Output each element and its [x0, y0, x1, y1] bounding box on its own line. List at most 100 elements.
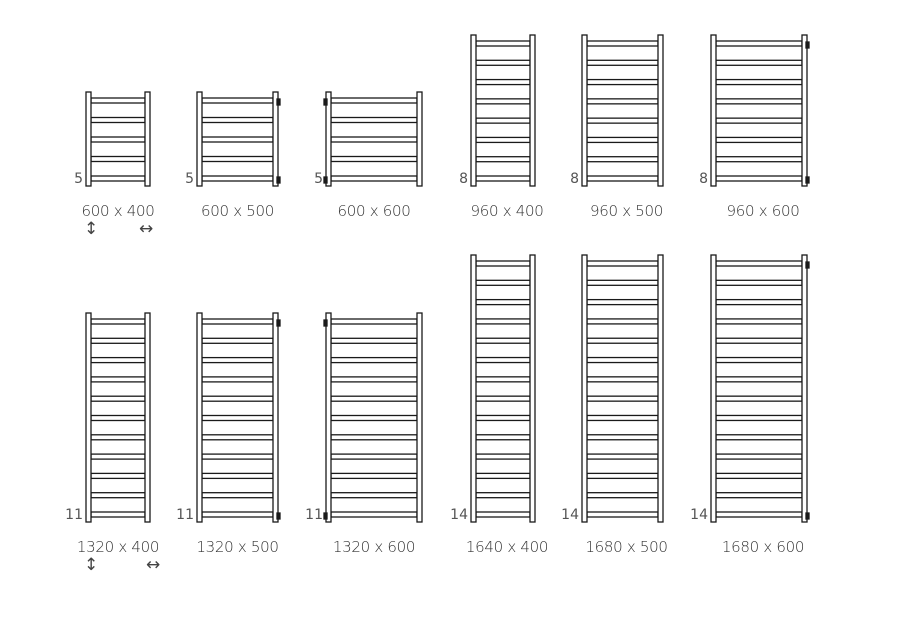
rail [90, 356, 146, 364]
rail [90, 97, 146, 104]
rail [201, 318, 274, 325]
rail [715, 395, 803, 402]
connector-mark [323, 98, 328, 106]
rail [475, 356, 531, 364]
left-post [581, 34, 588, 187]
radiator [470, 254, 536, 523]
rail [201, 472, 274, 480]
rail-count: 8 [699, 171, 708, 187]
rail [475, 40, 531, 47]
connector-mark [276, 512, 281, 520]
rail [586, 318, 659, 325]
size-label: 1320 x 500 [196, 538, 279, 556]
rail [475, 472, 531, 480]
rail [475, 492, 531, 499]
right-post [272, 312, 279, 523]
rail [90, 376, 146, 383]
rail-count: 8 [570, 171, 579, 187]
rail [90, 175, 146, 182]
rail [90, 116, 146, 124]
rail [90, 395, 146, 402]
left-post [470, 254, 477, 523]
rail [90, 155, 146, 163]
left-post [196, 91, 203, 187]
radiator [323, 312, 423, 523]
right-post [144, 91, 151, 187]
right-post [657, 34, 664, 187]
rail [201, 492, 274, 499]
rail [201, 414, 274, 422]
radiator [196, 312, 281, 523]
rail [475, 318, 531, 325]
rail [475, 175, 531, 182]
rail [586, 434, 659, 441]
rail [201, 97, 274, 104]
rail [330, 175, 418, 182]
rail [475, 453, 531, 460]
rail [586, 376, 659, 383]
rail [90, 453, 146, 460]
rail [715, 376, 803, 383]
rail [201, 434, 274, 441]
right-post [529, 254, 536, 523]
rail [330, 434, 418, 441]
connector-mark [323, 512, 328, 520]
rail [586, 414, 659, 422]
height-arrow-icon: ↕ [84, 555, 99, 575]
rail [330, 414, 418, 422]
rail [330, 453, 418, 460]
radiator [196, 91, 281, 187]
rail [330, 155, 418, 163]
rail [330, 337, 418, 344]
rail [330, 492, 418, 499]
rail-count: 11 [176, 507, 194, 523]
right-post [801, 254, 808, 523]
rail-count: 5 [185, 171, 194, 187]
rail [201, 155, 274, 163]
left-post [325, 91, 332, 187]
rail [475, 78, 531, 86]
rail [715, 40, 803, 47]
rail [90, 414, 146, 422]
radiator [581, 254, 664, 523]
size-label: 600 x 500 [201, 202, 274, 220]
rail [201, 337, 274, 344]
rail [715, 136, 803, 144]
rail-count: 14 [690, 507, 708, 523]
rail [330, 376, 418, 383]
rail [201, 116, 274, 124]
rail-count: 14 [561, 507, 579, 523]
rail [586, 395, 659, 402]
radiator [710, 254, 810, 523]
rail [715, 175, 803, 182]
rail [330, 356, 418, 364]
rail-count: 5 [74, 171, 83, 187]
right-post [416, 91, 423, 187]
rail-count: 5 [314, 171, 323, 187]
rail [586, 40, 659, 47]
rail [586, 453, 659, 460]
rail [586, 492, 659, 499]
rail [475, 59, 531, 66]
rail [330, 116, 418, 124]
rail-count: 14 [450, 507, 468, 523]
rail [330, 97, 418, 104]
left-post [470, 34, 477, 187]
right-post [416, 312, 423, 523]
rail [330, 136, 418, 143]
rail [201, 395, 274, 402]
rail [90, 434, 146, 441]
rail [586, 136, 659, 144]
right-post [657, 254, 664, 523]
rail [586, 117, 659, 124]
rail [90, 136, 146, 143]
rail [586, 356, 659, 364]
rail [715, 472, 803, 480]
rail [586, 472, 659, 480]
rail [475, 337, 531, 344]
size-label: 1640 x 400 [465, 538, 549, 556]
rail [715, 298, 803, 306]
rail [201, 175, 274, 182]
rail [475, 434, 531, 441]
connector-mark [323, 176, 328, 184]
